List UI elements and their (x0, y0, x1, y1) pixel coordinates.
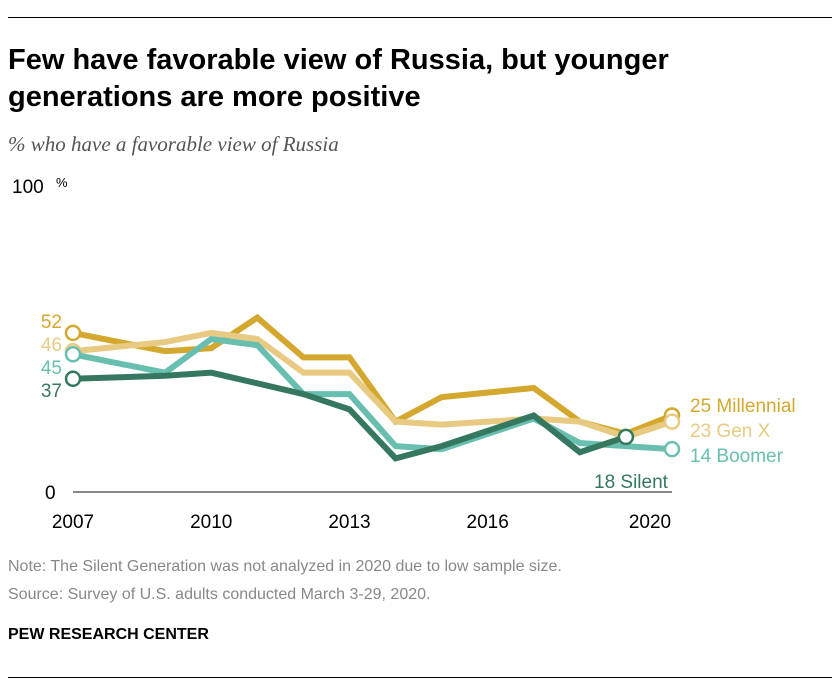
chart-note: Note: The Silent Generation was not anal… (8, 558, 562, 575)
x-tick-label: 2013 (328, 512, 370, 533)
brand-logo-text: PEW RESEARCH CENTER (8, 626, 209, 643)
top-rule (8, 17, 832, 18)
series-line-gen-x (72, 329, 673, 441)
bottom-rule (8, 677, 832, 678)
series-line-boomer (72, 335, 673, 453)
start-value-label: 37 (41, 381, 62, 402)
x-tick-label: 2020 (629, 512, 671, 533)
data-point-start (64, 370, 82, 388)
data-point-start (64, 346, 82, 363)
y-tick-label: 0 (45, 483, 56, 504)
data-point-end (617, 428, 635, 446)
x-tick-label: 2016 (467, 512, 509, 533)
end-series-label: 25 Millennial (690, 396, 796, 417)
chart-source: Source: Survey of U.S. adults conducted … (8, 586, 431, 603)
start-value-label: 45 (41, 358, 62, 379)
end-series-label: 14 Boomer (690, 446, 784, 467)
start-value-label: 46 (41, 335, 62, 356)
series-line-silent (72, 369, 627, 462)
y-tick-label: 100 (12, 177, 44, 198)
chart-title: Few have favorable view of Russia, but y… (8, 44, 669, 113)
x-tick-label: 2010 (190, 512, 232, 533)
data-point-start (64, 324, 82, 342)
end-series-label: 18 Silent (594, 472, 669, 493)
x-tick-label: 2007 (52, 512, 94, 533)
data-point-end (663, 413, 681, 430)
end-series-label: 23 Gen X (690, 421, 771, 442)
y-tick-unit: % (56, 175, 68, 190)
data-point-end (663, 440, 681, 458)
chart-subtitle: % who have a favorable view of Russia (8, 132, 339, 156)
start-value-label: 52 (41, 312, 62, 333)
